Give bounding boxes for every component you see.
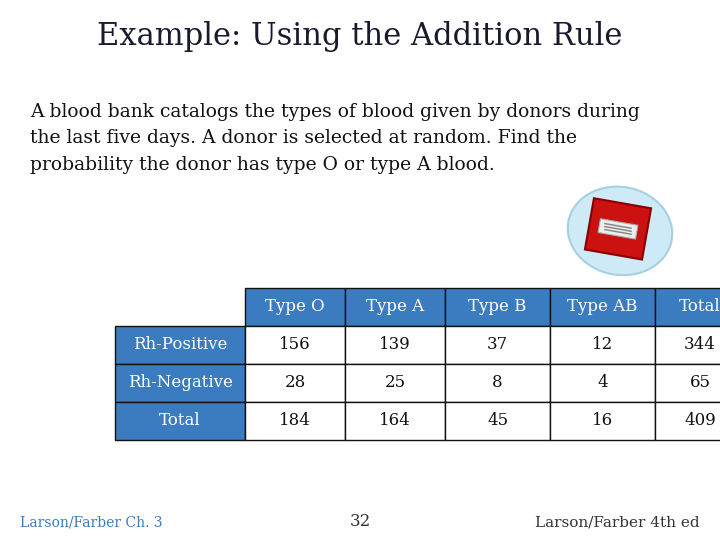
Text: 184: 184 [279, 413, 311, 429]
Polygon shape [604, 222, 632, 229]
Bar [245, 364, 345, 402]
Bar [445, 326, 550, 364]
Bar [445, 402, 550, 440]
Text: 4: 4 [597, 374, 608, 392]
Bar [345, 326, 445, 364]
Polygon shape [598, 219, 638, 239]
Text: Type A: Type A [366, 299, 424, 315]
Text: A blood bank catalogs the types of blood given by donors during
the last five da: A blood bank catalogs the types of blood… [30, 103, 640, 174]
Text: 16: 16 [592, 413, 613, 429]
Polygon shape [604, 226, 632, 232]
Text: Type B: Type B [468, 299, 527, 315]
Text: Larson/Farber Ch. 3: Larson/Farber Ch. 3 [20, 515, 163, 529]
Bar [550, 402, 655, 440]
Text: 164: 164 [379, 413, 411, 429]
Text: Rh-Negative: Rh-Negative [127, 374, 233, 392]
Bar [245, 288, 345, 326]
Bar [115, 326, 245, 364]
Text: 344: 344 [684, 336, 716, 353]
Polygon shape [604, 229, 632, 235]
Text: Type AB: Type AB [567, 299, 638, 315]
Bar [550, 326, 655, 364]
Bar [345, 364, 445, 402]
Bar [115, 402, 245, 440]
Text: 12: 12 [592, 336, 613, 353]
Bar [550, 364, 655, 402]
Bar [445, 288, 550, 326]
Bar [115, 288, 245, 326]
Text: 28: 28 [284, 374, 305, 392]
Text: Total: Total [679, 299, 720, 315]
Text: 32: 32 [349, 514, 371, 530]
Bar [245, 402, 345, 440]
Text: Larson/Farber 4th ed: Larson/Farber 4th ed [536, 515, 700, 529]
Text: Example: Using the Addition Rule: Example: Using the Addition Rule [97, 21, 623, 52]
Text: 37: 37 [487, 336, 508, 353]
Text: 65: 65 [690, 374, 711, 392]
Bar [245, 326, 345, 364]
Bar [115, 364, 245, 402]
Bar [345, 402, 445, 440]
Text: Type O: Type O [265, 299, 325, 315]
Bar [655, 288, 720, 326]
FancyBboxPatch shape [0, 70, 720, 540]
Text: 25: 25 [384, 374, 405, 392]
Ellipse shape [568, 187, 672, 275]
Text: 139: 139 [379, 336, 411, 353]
Polygon shape [585, 198, 651, 260]
Bar [550, 288, 655, 326]
Text: Rh-Positive: Rh-Positive [132, 336, 228, 353]
Text: 409: 409 [684, 413, 716, 429]
Bar [655, 364, 720, 402]
Bar [655, 326, 720, 364]
Bar [345, 288, 445, 326]
Text: 156: 156 [279, 336, 311, 353]
Text: 8: 8 [492, 374, 503, 392]
Bar [655, 402, 720, 440]
Text: 45: 45 [487, 413, 508, 429]
Bar [445, 364, 550, 402]
Text: Total: Total [159, 413, 201, 429]
